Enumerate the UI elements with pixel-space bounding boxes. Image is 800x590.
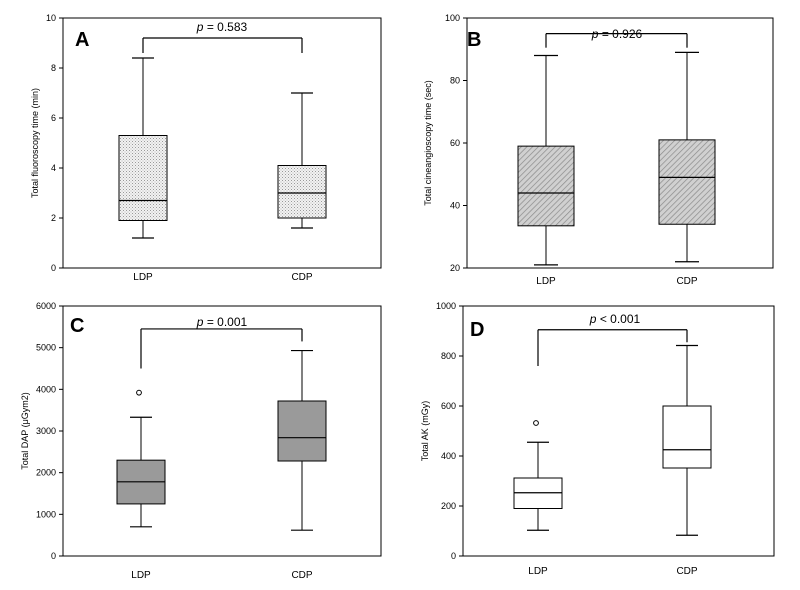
panel-a-p-text: = 0.583 xyxy=(207,20,248,34)
panel-a-y-ticks: 0 2 4 6 8 10 xyxy=(46,13,63,273)
panel-c-p-symbol: p xyxy=(196,315,204,329)
panel-a-y-axis-label: Total fluoroscopy time (min) xyxy=(30,88,40,198)
panel-d-y-ticks: 0 200 400 600 800 1000 xyxy=(436,301,463,561)
panel-b-y-tick-label: 60 xyxy=(450,138,460,148)
panel-c-y-tick-label: 6000 xyxy=(36,301,56,311)
panel-d-category-label: LDP xyxy=(528,566,548,577)
panel-a-plot-area xyxy=(62,17,382,269)
panel-c-y-tick-label: 1000 xyxy=(36,509,56,519)
panel-b-y-axis-label: Total cineangioscopy time (sec) xyxy=(423,80,433,206)
panel-a-boxes xyxy=(118,57,327,239)
panel-c-category-label: CDP xyxy=(291,570,312,581)
panel-b-p-symbol: p xyxy=(591,27,599,41)
panel-c-boxes xyxy=(116,349,327,531)
panel-d-y-tick-label: 1000 xyxy=(436,301,456,311)
panel-a: A 0 2 4 6 8 10 p = 0.583 Total fluoroscopy ti… xyxy=(30,13,382,283)
iqr-box xyxy=(118,135,168,221)
panel-c-box-ldp xyxy=(116,389,166,528)
panel-a-box-ldp xyxy=(118,57,168,239)
panel-b-label: B xyxy=(467,29,481,51)
panel-d-y-tick-label: 0 xyxy=(451,551,456,561)
iqr-box xyxy=(277,165,327,219)
panel-a-category-label: LDP xyxy=(133,272,153,283)
panel-a-label: A xyxy=(75,29,89,51)
panel-d-y-tick-label: 800 xyxy=(441,351,456,361)
panel-a-y-tick-label: 6 xyxy=(51,113,56,123)
panel-d-y-axis-label: Total AK (mGy) xyxy=(420,401,430,462)
panel-d-p-symbol: p xyxy=(589,312,597,326)
panel-b-box-cdp xyxy=(658,51,716,263)
panel-b-plot-area xyxy=(466,17,774,269)
panel-c-y-tick-label: 5000 xyxy=(36,343,56,353)
panel-c-p-value: p = 0.001 xyxy=(196,315,248,329)
panel-c-plot-area xyxy=(62,305,382,557)
panel-b-boxes xyxy=(517,51,716,266)
panel-a-category-label: CDP xyxy=(291,272,312,283)
panel-d-y-tick-label: 200 xyxy=(441,501,456,511)
panel-a-y-tick-label: 0 xyxy=(51,263,56,273)
panel-d-box-cdp xyxy=(662,344,712,536)
iqr-box xyxy=(517,145,575,227)
panel-d-y-tick-label: 400 xyxy=(441,451,456,461)
panel-b-bracket xyxy=(545,33,688,48)
panel-d-p-value: p < 0.001 xyxy=(589,312,641,326)
panel-b: B 20 40 60 80 100 p = 0.926 Total cineangios… xyxy=(423,13,774,287)
panel-d-label: D xyxy=(470,319,484,341)
panel-b-y-tick-label: 80 xyxy=(450,76,460,86)
panel-c-bracket xyxy=(140,328,303,369)
panel-b-category-label: LDP xyxy=(536,276,556,287)
outlier-point xyxy=(533,420,539,426)
iqr-box xyxy=(277,400,327,462)
panel-c-box-cdp xyxy=(277,349,327,531)
panel-d-bracket xyxy=(537,329,688,366)
panel-c-category-label: LDP xyxy=(131,570,151,581)
iqr-box xyxy=(658,139,716,225)
panel-d-category-label: CDP xyxy=(676,566,697,577)
panel-d: D 0 200 400 600 800 1000 p < 0.001 Total AK (… xyxy=(420,301,775,577)
panel-b-p-value: p = 0.926 xyxy=(591,27,643,41)
panel-d-box-ldp xyxy=(513,420,563,531)
outlier-point xyxy=(136,389,142,396)
panel-b-box-ldp xyxy=(517,54,575,266)
panel-c-y-tick-label: 4000 xyxy=(36,384,56,394)
panel-c-y-ticks: 0 1000 2000 3000 4000 5000 6000 xyxy=(36,301,63,561)
panel-b-y-tick-label: 40 xyxy=(450,201,460,211)
panel-a-y-tick-label: 8 xyxy=(51,63,56,73)
panel-a-y-tick-label: 2 xyxy=(51,213,56,223)
panel-c-y-axis-label: Total DAP (μGym2) xyxy=(20,392,30,470)
panel-a-box-cdp xyxy=(277,92,327,229)
panel-b-y-tick-label: 20 xyxy=(450,263,460,273)
panel-b-p-text: = 0.926 xyxy=(602,27,643,41)
panel-a-y-tick-label: 10 xyxy=(46,13,56,23)
panel-a-p-symbol: p xyxy=(196,20,204,34)
panel-c-y-tick-label: 2000 xyxy=(36,468,56,478)
iqr-box xyxy=(662,405,712,469)
panel-b-category-label: CDP xyxy=(676,276,697,287)
panel-d-plot-area xyxy=(462,305,775,557)
panel-d-p-text: < 0.001 xyxy=(600,312,641,326)
panel-a-y-tick-label: 4 xyxy=(51,163,56,173)
panel-b-y-ticks: 20 40 60 80 100 xyxy=(445,13,467,273)
panel-c-y-tick-label: 3000 xyxy=(36,426,56,436)
panel-c-p-text: = 0.001 xyxy=(207,315,248,329)
panel-c-label: C xyxy=(70,315,84,337)
panel-a-p-value: p = 0.583 xyxy=(196,20,248,34)
panel-c-y-tick-label: 0 xyxy=(51,551,56,561)
panel-a-bracket xyxy=(142,37,303,53)
panel-c: C 0 1000 2000 3000 4000 5000 6000 p = 0.001 To… xyxy=(20,301,382,581)
panel-d-boxes xyxy=(513,344,712,536)
panel-b-y-tick-label: 100 xyxy=(445,13,460,23)
panel-d-y-tick-label: 600 xyxy=(441,401,456,411)
